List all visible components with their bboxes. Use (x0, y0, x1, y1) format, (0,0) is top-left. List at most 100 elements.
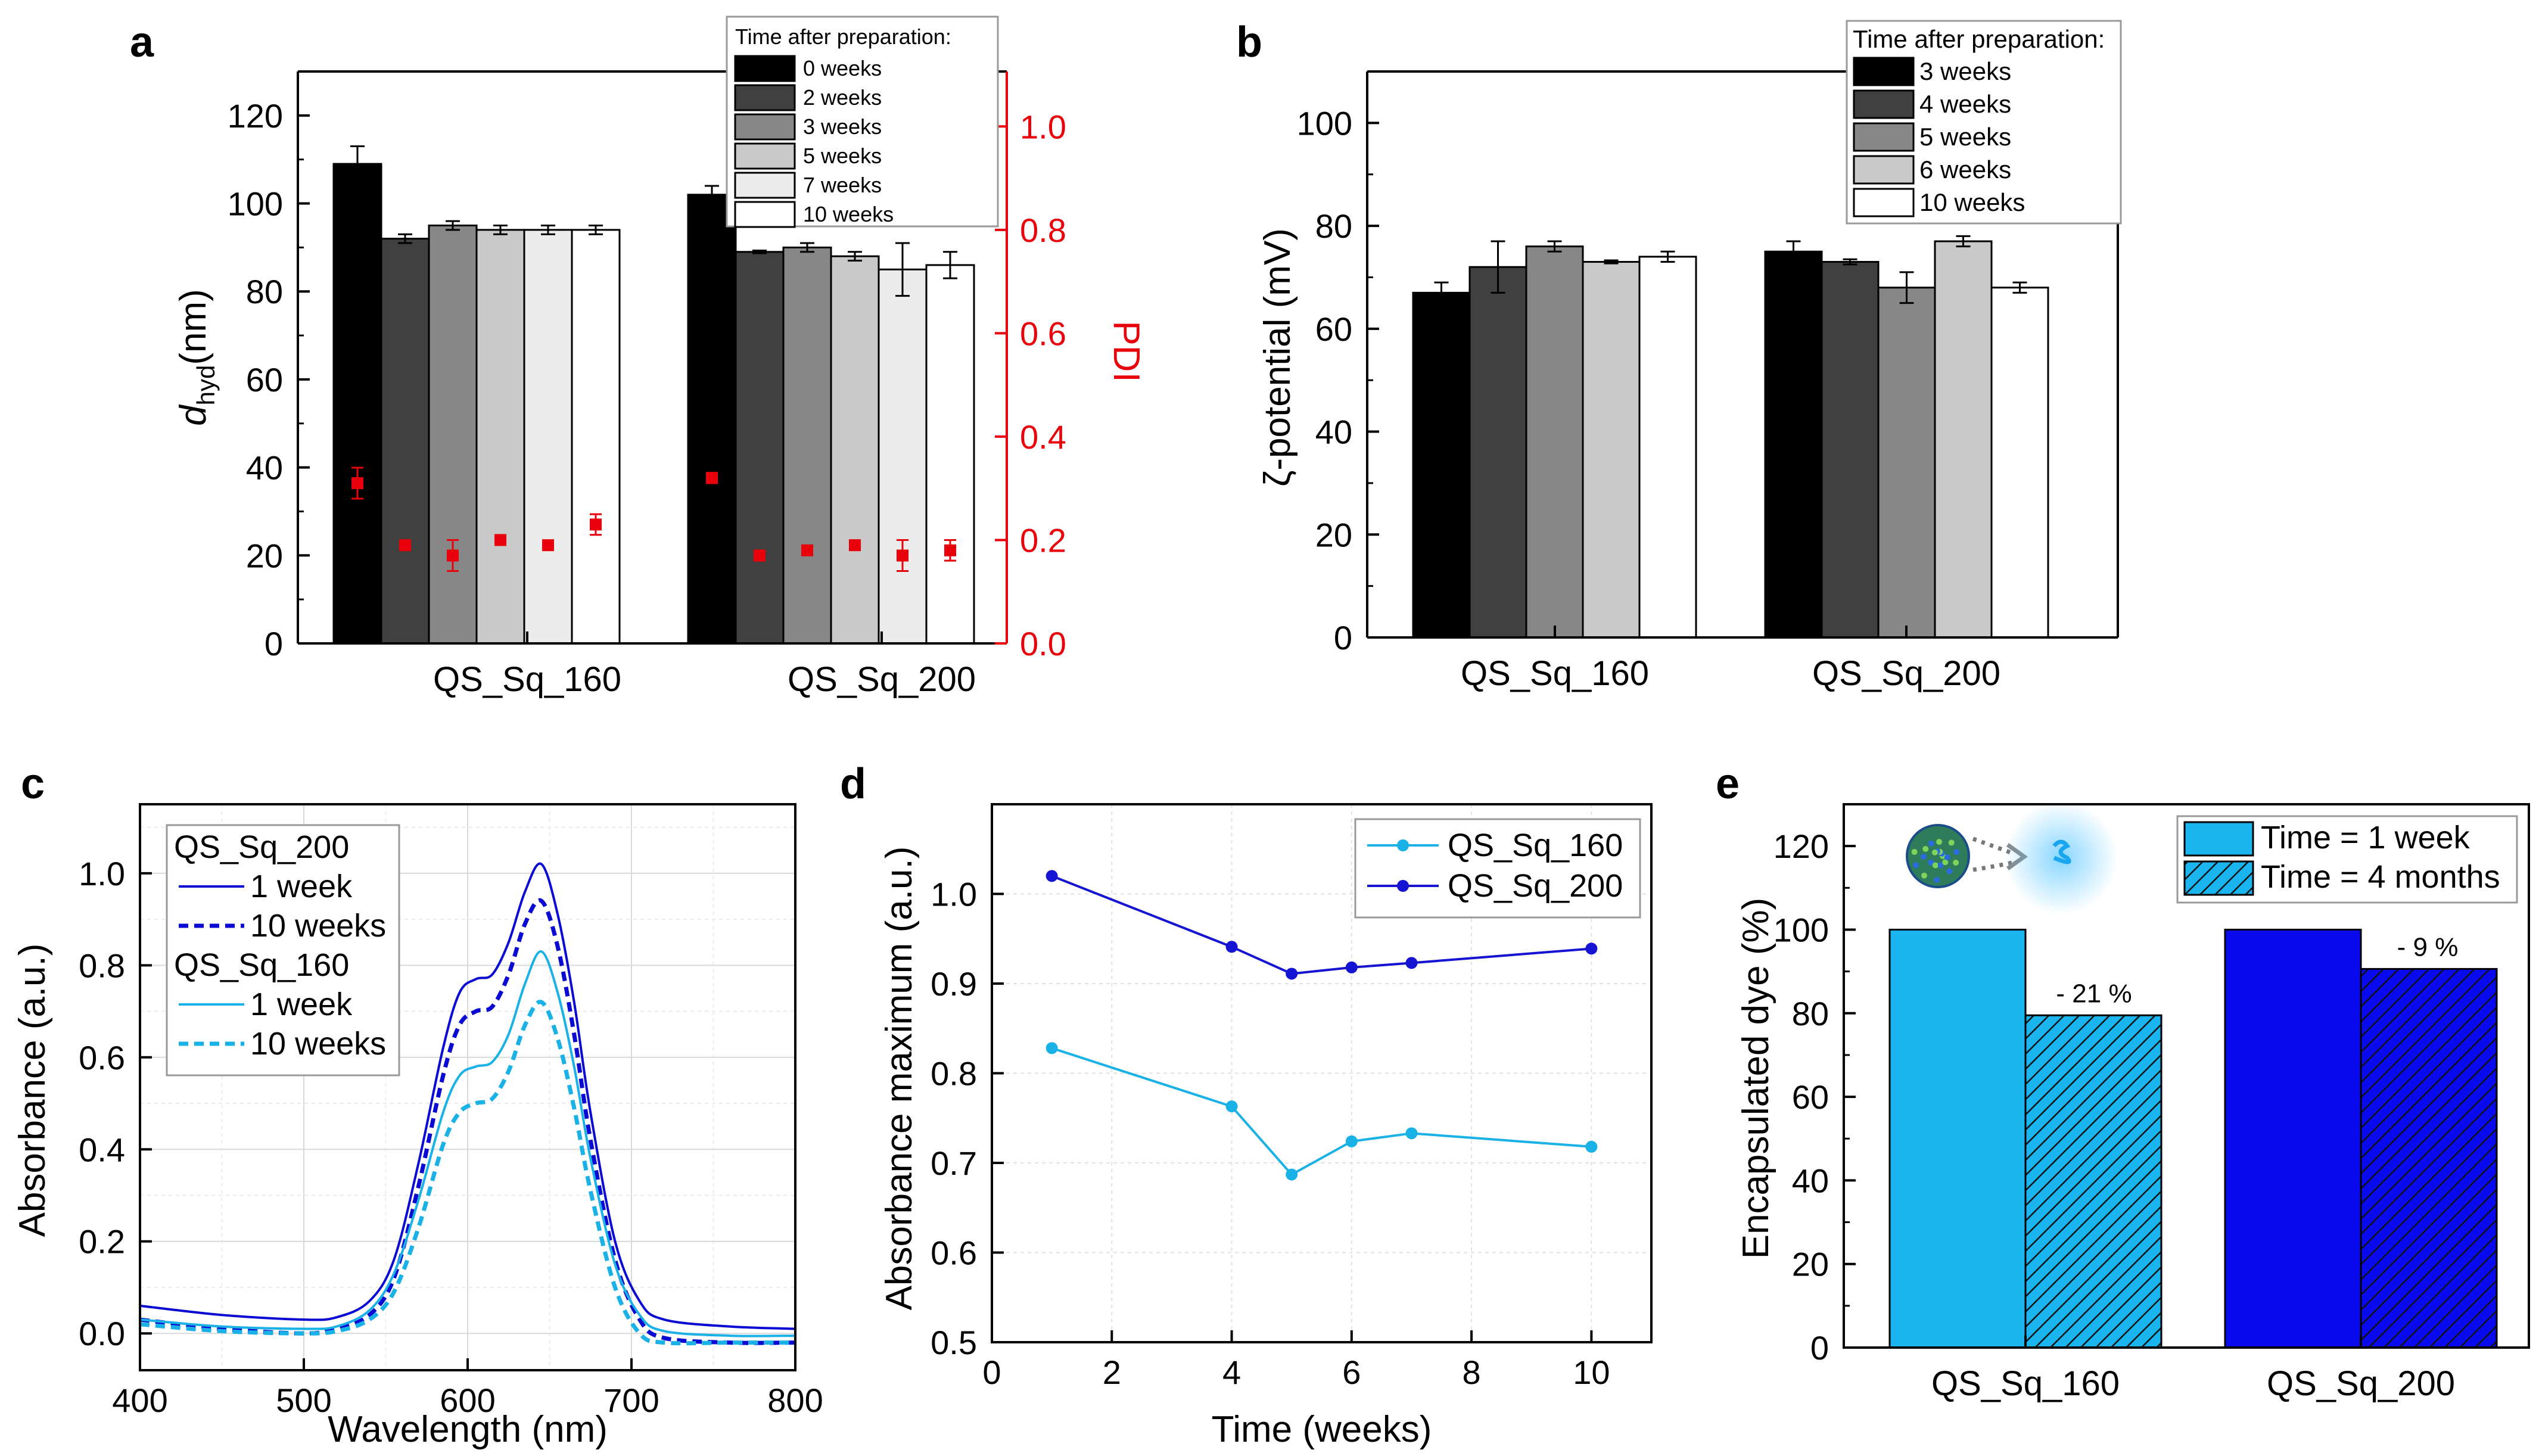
panel-letter-e: e (1716, 760, 1740, 808)
error-bar (943, 251, 957, 279)
legend-label: 10 weeks (803, 202, 894, 226)
dye-molecule-icon (2052, 839, 2071, 864)
series-QS_Sq_200-1-week (139, 862, 796, 1330)
bar-4-weeks-QS_Sq_200 (1821, 261, 1880, 639)
data-point-QS_Sq_200 (1345, 961, 1358, 973)
y-tick-label: 20 (1792, 1246, 1829, 1283)
y-tick-label: 100 (228, 185, 283, 223)
bar-6-weeks-QS_Sq_200 (1934, 240, 1993, 639)
legend-box (166, 824, 400, 1077)
error-bar (800, 242, 814, 253)
legend-label: 10 weeks (1919, 188, 2025, 216)
bar-4-months-QS_Sq_200 (2360, 967, 2498, 1349)
y-tick-label: 60 (246, 361, 283, 399)
series-QS_Sq_200-10-weeks (139, 898, 796, 1345)
y-tick-label: 0.6 (79, 1039, 125, 1077)
data-point-QS_Sq_200 (1225, 941, 1238, 953)
pdi-point (849, 539, 861, 552)
nanoparticle-dot (1942, 859, 1949, 866)
nanoparticle-dot (1953, 849, 1960, 855)
error-bar (895, 242, 910, 297)
data-point-QS_Sq_200 (1585, 942, 1598, 955)
bar-2-weeks-QS_Sq_200 (735, 251, 785, 645)
legend-label: Time = 1 week (2261, 820, 2470, 855)
legend-label: 10 weeks (250, 908, 386, 944)
legend-group-title: QS_Sq_160 (174, 947, 349, 983)
y-tick-label: 0.4 (79, 1131, 125, 1168)
legend-title: Time after preparation: (1853, 25, 2105, 53)
legend-swatch (2183, 860, 2254, 896)
bar-3-weeks-QS_Sq_200 (1764, 250, 1823, 639)
y-axis-label-main: d (173, 404, 214, 426)
annotation-label: - 9 % (2397, 932, 2459, 962)
legend-label: 2 weeks (803, 85, 882, 110)
y-axis-label-sub: hyd (192, 365, 220, 406)
y-tick-label: 0.5 (931, 1324, 977, 1361)
pdi-point (801, 544, 813, 556)
x-category-label: QS_Sq_160 (1931, 1364, 2120, 1403)
panel-a-hydrodynamic-diameter-chart: 0 20 40 60 80 100 120 0.0 0.2 0.4 0.6 0.8 1.0 QS_Sq_1… (173, 15, 1147, 699)
x-tick-label: 8 (1463, 1354, 1481, 1391)
error-bar (1956, 235, 1971, 248)
series-QS_Sq_160-1-week (139, 950, 796, 1337)
y-axis-label: Absorbance (a.u.) (12, 944, 53, 1237)
x-tick-label: 4 (1222, 1354, 1241, 1391)
x-tick-label: 2 (1103, 1354, 1121, 1391)
error-bar (848, 251, 862, 262)
y-tick-label: 0 (1334, 619, 1352, 657)
legend-label: 0 weeks (803, 56, 882, 80)
bar-6-weeks-QS_Sq_160 (1582, 261, 1641, 639)
x-tick-label: 700 (603, 1382, 659, 1419)
bar-5-weeks-QS_Sq_200 (830, 255, 880, 645)
nanoparticle-dot (1948, 839, 1955, 846)
y-tick-label: 0.9 (931, 965, 977, 1003)
error-bar (2012, 281, 2027, 294)
pdi-point (897, 549, 908, 562)
pdi-point (754, 549, 766, 562)
legend-label: 3 weeks (803, 114, 882, 139)
legend-swatch (734, 55, 796, 82)
dye-release-illustration (1906, 801, 2118, 914)
bar-4-weeks-QS_Sq_160 (1468, 266, 1527, 639)
legend-swatch (2183, 821, 2254, 857)
pdi-point (944, 544, 956, 556)
nanoparticle-dot (1921, 872, 1927, 879)
nanoparticle-dot (1921, 853, 1927, 860)
plot-frame (1843, 803, 2530, 1349)
y-tick-label: 40 (1792, 1162, 1829, 1199)
y-axis-label-unit: (nm) (173, 289, 214, 365)
error-bar (752, 250, 767, 254)
legend-label: QS_Sq_200 (1448, 868, 1623, 904)
data-point-QS_Sq_160 (1225, 1100, 1238, 1113)
x-tick-label: 600 (440, 1382, 495, 1419)
y-tick-label: 0 (1810, 1329, 1829, 1367)
legend-swatch (734, 142, 796, 170)
x-tick-label: 800 (767, 1382, 823, 1419)
error-bar (1660, 250, 1675, 263)
bar-3-weeks-QS_Sq_160 (1412, 291, 1471, 639)
y-tick-label: 0.2 (79, 1223, 125, 1261)
error-bar (705, 185, 719, 205)
y2-tick-label: 0.8 (1020, 211, 1066, 249)
nanoparticle-dot (1932, 862, 1939, 869)
bar-4-months-QS_Sq_160 (2024, 1014, 2162, 1349)
y-tick-label: 80 (1792, 995, 1829, 1032)
bar-3-weeks-QS_Sq_160 (428, 224, 478, 645)
bar-1-week-QS_Sq_200 (2224, 928, 2362, 1349)
y-tick-label: 100 (1297, 104, 1352, 142)
legend-swatch (1853, 155, 1915, 185)
y-axis-label: Absorbance maximum (a.u.) (879, 847, 920, 1311)
bar-5-weeks-QS_Sq_160 (1525, 245, 1584, 639)
panel-letter-d: d (840, 760, 866, 808)
error-bar (398, 233, 412, 244)
legend-label: 10 weeks (250, 1026, 386, 1062)
series-line-QS_Sq_200 (1051, 875, 1592, 975)
data-point-QS_Sq_160 (1286, 1168, 1298, 1181)
error-bar (1604, 259, 1619, 265)
bar-1-week-QS_Sq_160 (1888, 928, 2027, 1349)
y-tick-label: 120 (228, 97, 283, 135)
pdi-point (351, 477, 363, 490)
y-tick-label: 60 (1792, 1078, 1829, 1116)
y2-tick-label: 0.6 (1020, 315, 1066, 352)
